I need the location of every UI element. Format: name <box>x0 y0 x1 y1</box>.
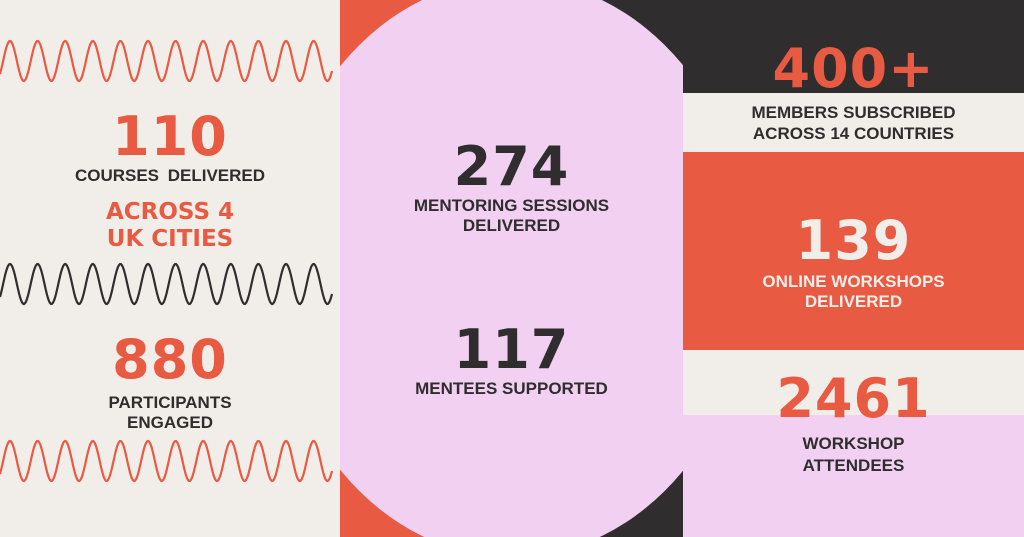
attendees-number: 2461 <box>776 367 931 430</box>
attendees-label-line1: WORKSHOP <box>802 434 905 453</box>
attendees-label-line2: ATTENDEES <box>802 456 905 475</box>
mentoring-number: 274 <box>453 135 570 198</box>
left-panel: 110 COURSES DELIVERED ACROSS 4 UK CITIES… <box>0 0 340 537</box>
wave-decoration-middle <box>0 262 334 306</box>
courses-number: 110 <box>112 105 228 168</box>
mentees-number: 117 <box>453 318 570 381</box>
cities-highlight-line2: UK CITIES <box>106 226 234 252</box>
right-panel: 400+ MEMBERS SUBSCRIBED ACROSS 14 COUNTR… <box>683 0 1024 537</box>
middle-panel: 274 MENTORING SESSIONS DELIVERED 117 MEN… <box>340 0 683 537</box>
cream-band-top <box>683 93 1024 152</box>
workshops-label-line2: DELIVERED <box>804 292 903 311</box>
participants-label-line2: ENGAGED <box>127 413 213 432</box>
mentoring-label-line2: DELIVERED <box>462 216 561 235</box>
cities-highlight-line1: ACROSS 4 <box>105 199 235 225</box>
orange-band <box>683 152 1024 350</box>
workshops-label-line1: ONLINE WORKSHOPS <box>762 272 945 291</box>
mentees-label: MENTEES SUPPORTED <box>415 379 608 398</box>
members-number: 400+ <box>772 37 935 100</box>
participants-number: 880 <box>112 328 228 391</box>
workshops-number: 139 <box>795 209 912 272</box>
dark-band <box>683 0 1024 93</box>
participants-label-line1: PARTICIPANTS <box>108 393 232 412</box>
wave-decoration-top <box>0 39 334 83</box>
wave-decoration-bottom <box>0 439 334 483</box>
cream-band-bottom <box>683 350 1024 415</box>
members-label-line1: MEMBERS SUBSCRIBED <box>751 103 956 122</box>
mentoring-label-line1: MENTORING SESSIONS <box>413 196 610 215</box>
pink-ellipse <box>340 0 683 537</box>
members-label-line2: ACROSS 14 COUNTRIES <box>752 124 955 143</box>
courses-label: COURSES DELIVERED <box>74 166 266 185</box>
pink-band <box>683 415 1024 537</box>
